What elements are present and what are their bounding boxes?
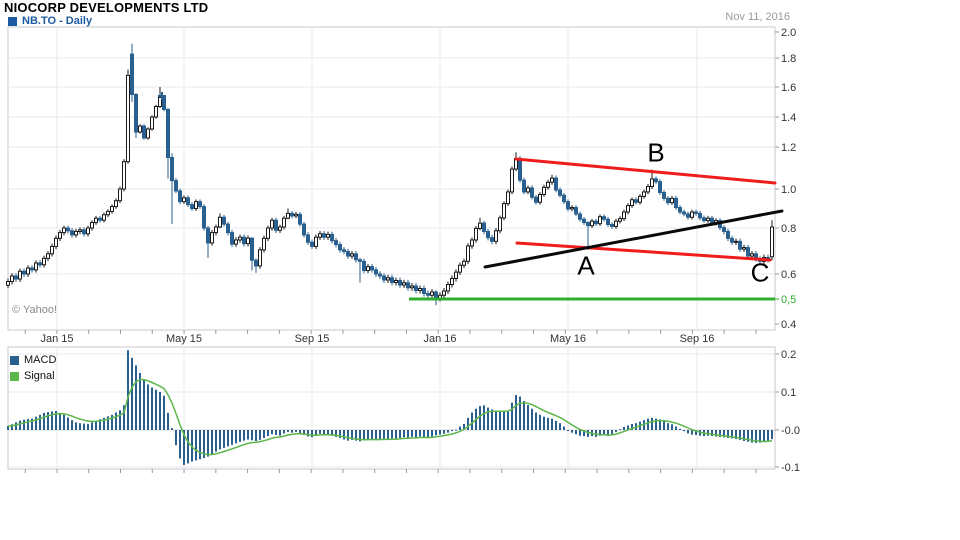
annotation-b: B xyxy=(647,137,665,168)
annotation-a: A xyxy=(577,250,595,281)
svg-text:0.8: 0.8 xyxy=(781,223,796,235)
as-of-date: Nov 11, 2016 xyxy=(725,11,790,23)
macd-swatch-icon xyxy=(10,355,19,365)
yahoo-watermark: © Yahoo! xyxy=(12,304,58,316)
page-title: NIOCORP DEVELOPMENTS LTD xyxy=(4,0,209,15)
svg-text:1.8: 1.8 xyxy=(781,53,796,65)
macd-legend-row: MACD xyxy=(10,352,56,368)
symbol-swatch-icon xyxy=(8,16,17,26)
svg-text:1.2: 1.2 xyxy=(781,142,796,154)
symbol-label: NB.TO - Daily xyxy=(22,15,93,27)
svg-text:0.6: 0.6 xyxy=(781,269,796,281)
signal-label: Signal xyxy=(24,370,55,382)
svg-text:1.0: 1.0 xyxy=(781,184,796,196)
svg-text:Sep 15: Sep 15 xyxy=(295,333,330,345)
svg-text:1.6: 1.6 xyxy=(781,82,796,94)
symbol-legend: NB.TO - Daily xyxy=(8,15,92,27)
svg-text:Sep 16: Sep 16 xyxy=(680,333,715,345)
svg-text:0.2: 0.2 xyxy=(781,349,796,361)
annotation-c: C xyxy=(750,257,770,288)
signal-swatch-icon xyxy=(10,371,19,381)
svg-text:-0.1: -0.1 xyxy=(781,462,800,474)
svg-text:0,5: 0,5 xyxy=(781,294,796,306)
svg-text:Jan 15: Jan 15 xyxy=(40,333,73,345)
macd-legend: MACD Signal xyxy=(10,352,56,384)
svg-text:1.4: 1.4 xyxy=(781,112,796,124)
svg-text:2.0: 2.0 xyxy=(781,27,796,39)
svg-text:0.4: 0.4 xyxy=(781,319,796,331)
svg-text:May 15: May 15 xyxy=(166,333,202,345)
svg-text:0.1: 0.1 xyxy=(781,387,796,399)
svg-text:-0.0: -0.0 xyxy=(781,425,800,437)
svg-text:May 16: May 16 xyxy=(550,333,586,345)
svg-text:Jan 16: Jan 16 xyxy=(423,333,456,345)
signal-legend-row: Signal xyxy=(10,368,56,384)
macd-label: MACD xyxy=(24,354,57,366)
